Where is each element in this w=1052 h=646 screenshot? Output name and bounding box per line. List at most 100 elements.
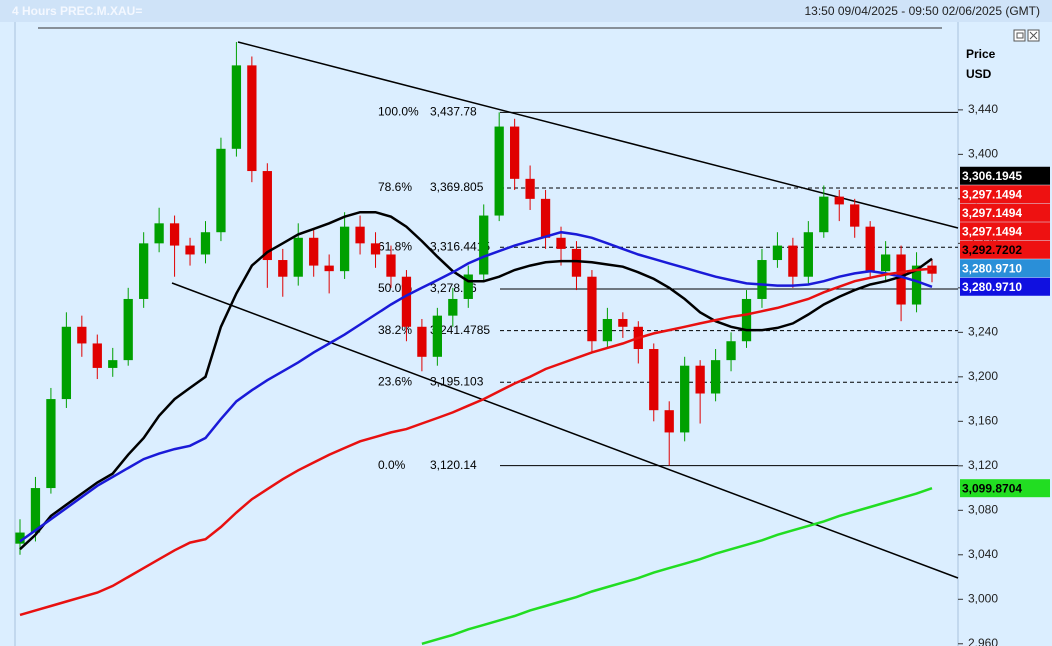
restore-icon <box>1016 32 1024 39</box>
price-tag <box>960 185 1050 204</box>
candle-body <box>463 274 473 299</box>
fib-value: 3,241.4785 <box>430 323 490 337</box>
price-tag <box>960 222 1050 241</box>
price-tag-label: 3,099.8704 <box>962 481 1022 495</box>
price-tag <box>960 240 1050 259</box>
window-buttons[interactable] <box>1013 29 1040 42</box>
candle-body <box>834 196 844 205</box>
restore-button[interactable] <box>1013 29 1026 42</box>
candle-body <box>494 126 504 216</box>
fib-percent: 100.0% <box>378 105 419 119</box>
candle-body <box>757 260 767 299</box>
y-tick-label: 3,240 <box>968 325 998 339</box>
candle-body <box>819 196 829 233</box>
price-tag-label: 3,297.1494 <box>962 224 1022 238</box>
candle-body <box>680 365 690 433</box>
candle-body <box>479 215 489 275</box>
candle-body <box>216 148 226 233</box>
y-tick-label: 3,400 <box>968 147 998 161</box>
price-tag-label: 3,297.1494 <box>962 187 1022 201</box>
candle-body <box>556 237 566 249</box>
fib-percent: 23.6% <box>378 374 412 388</box>
candle-body <box>61 326 72 400</box>
price-tag-label: 3,280.9710 <box>962 280 1022 294</box>
moving-average <box>19 230 933 543</box>
candle-body <box>880 254 891 272</box>
candle-body <box>788 245 798 277</box>
candle-body <box>262 171 272 261</box>
close-icon <box>1029 31 1038 40</box>
candle-body <box>339 226 350 272</box>
y-axis-label: Price <box>966 47 996 61</box>
candle-body <box>309 237 319 266</box>
candle-body <box>30 488 41 533</box>
candle-body <box>865 226 875 272</box>
fib-value: 3,316.4415 <box>430 239 490 253</box>
fib-value: 3,195.103 <box>430 374 484 388</box>
candle-body <box>247 65 257 172</box>
candle-body <box>278 260 288 277</box>
fib-value: 3,437.78 <box>430 105 477 119</box>
moving-average <box>421 487 933 646</box>
candle-body <box>386 254 396 277</box>
y-tick-label: 3,120 <box>968 458 998 472</box>
y-tick-label: 3,080 <box>968 502 998 516</box>
candle-body <box>154 223 164 244</box>
fib-value: 3,369.805 <box>430 180 484 194</box>
candle-body <box>695 365 705 394</box>
price-tag-label: 3,280.9710 <box>962 261 1022 275</box>
price-tag-label: 3,292.7202 <box>962 243 1022 257</box>
candle-body <box>510 126 520 179</box>
price-tag <box>960 259 1050 278</box>
candle-body <box>571 248 582 277</box>
candle-body <box>370 243 381 255</box>
candle-body <box>401 276 412 327</box>
candle-body <box>231 65 242 149</box>
candle-body <box>169 223 180 246</box>
candle-body <box>664 410 674 433</box>
candle-body <box>139 243 149 299</box>
chart-subtitle: 13:50 09/04/2025 - 09:50 02/06/2025 (GMT… <box>805 4 1041 18</box>
price-tag <box>960 277 1050 296</box>
price-tag <box>960 166 1050 185</box>
candle-body <box>525 178 535 199</box>
candle-body <box>293 237 303 277</box>
price-tag-label: 3,297.1494 <box>962 206 1022 220</box>
moving-average <box>19 267 933 617</box>
y-tick-label: 3,040 <box>968 547 998 561</box>
price-tag <box>960 479 1050 498</box>
candle-body <box>200 232 211 255</box>
candle-body <box>123 298 133 361</box>
candle-body <box>15 532 25 544</box>
trendline-lower <box>171 282 959 579</box>
candle-body <box>77 326 87 344</box>
candle-body <box>803 232 813 277</box>
candle-body <box>108 360 118 368</box>
candle-body <box>587 276 597 342</box>
fib-percent: 61.8% <box>378 239 412 253</box>
y-tick-label: 3,440 <box>968 102 998 116</box>
candle-body <box>324 265 334 272</box>
candle-body <box>710 360 721 394</box>
candle-body <box>911 265 922 305</box>
header-bar <box>0 0 1052 22</box>
candle-body <box>896 254 906 305</box>
candle-body <box>772 245 783 261</box>
candle-body <box>540 198 551 238</box>
candle-body <box>448 298 458 316</box>
price-tag <box>960 203 1050 222</box>
candle-body <box>741 298 752 342</box>
y-tick-label: 2,960 <box>968 636 998 646</box>
candle-body <box>417 326 427 357</box>
candle-body <box>46 399 56 489</box>
candle-body <box>602 318 613 342</box>
y-tick-label: 3,160 <box>968 413 998 427</box>
fib-value: 3,120.14 <box>430 458 477 472</box>
fib-percent: 0.0% <box>378 458 406 472</box>
y-tick-label: 3,000 <box>968 591 998 605</box>
candle-body <box>432 315 442 357</box>
candle-body <box>649 349 659 411</box>
